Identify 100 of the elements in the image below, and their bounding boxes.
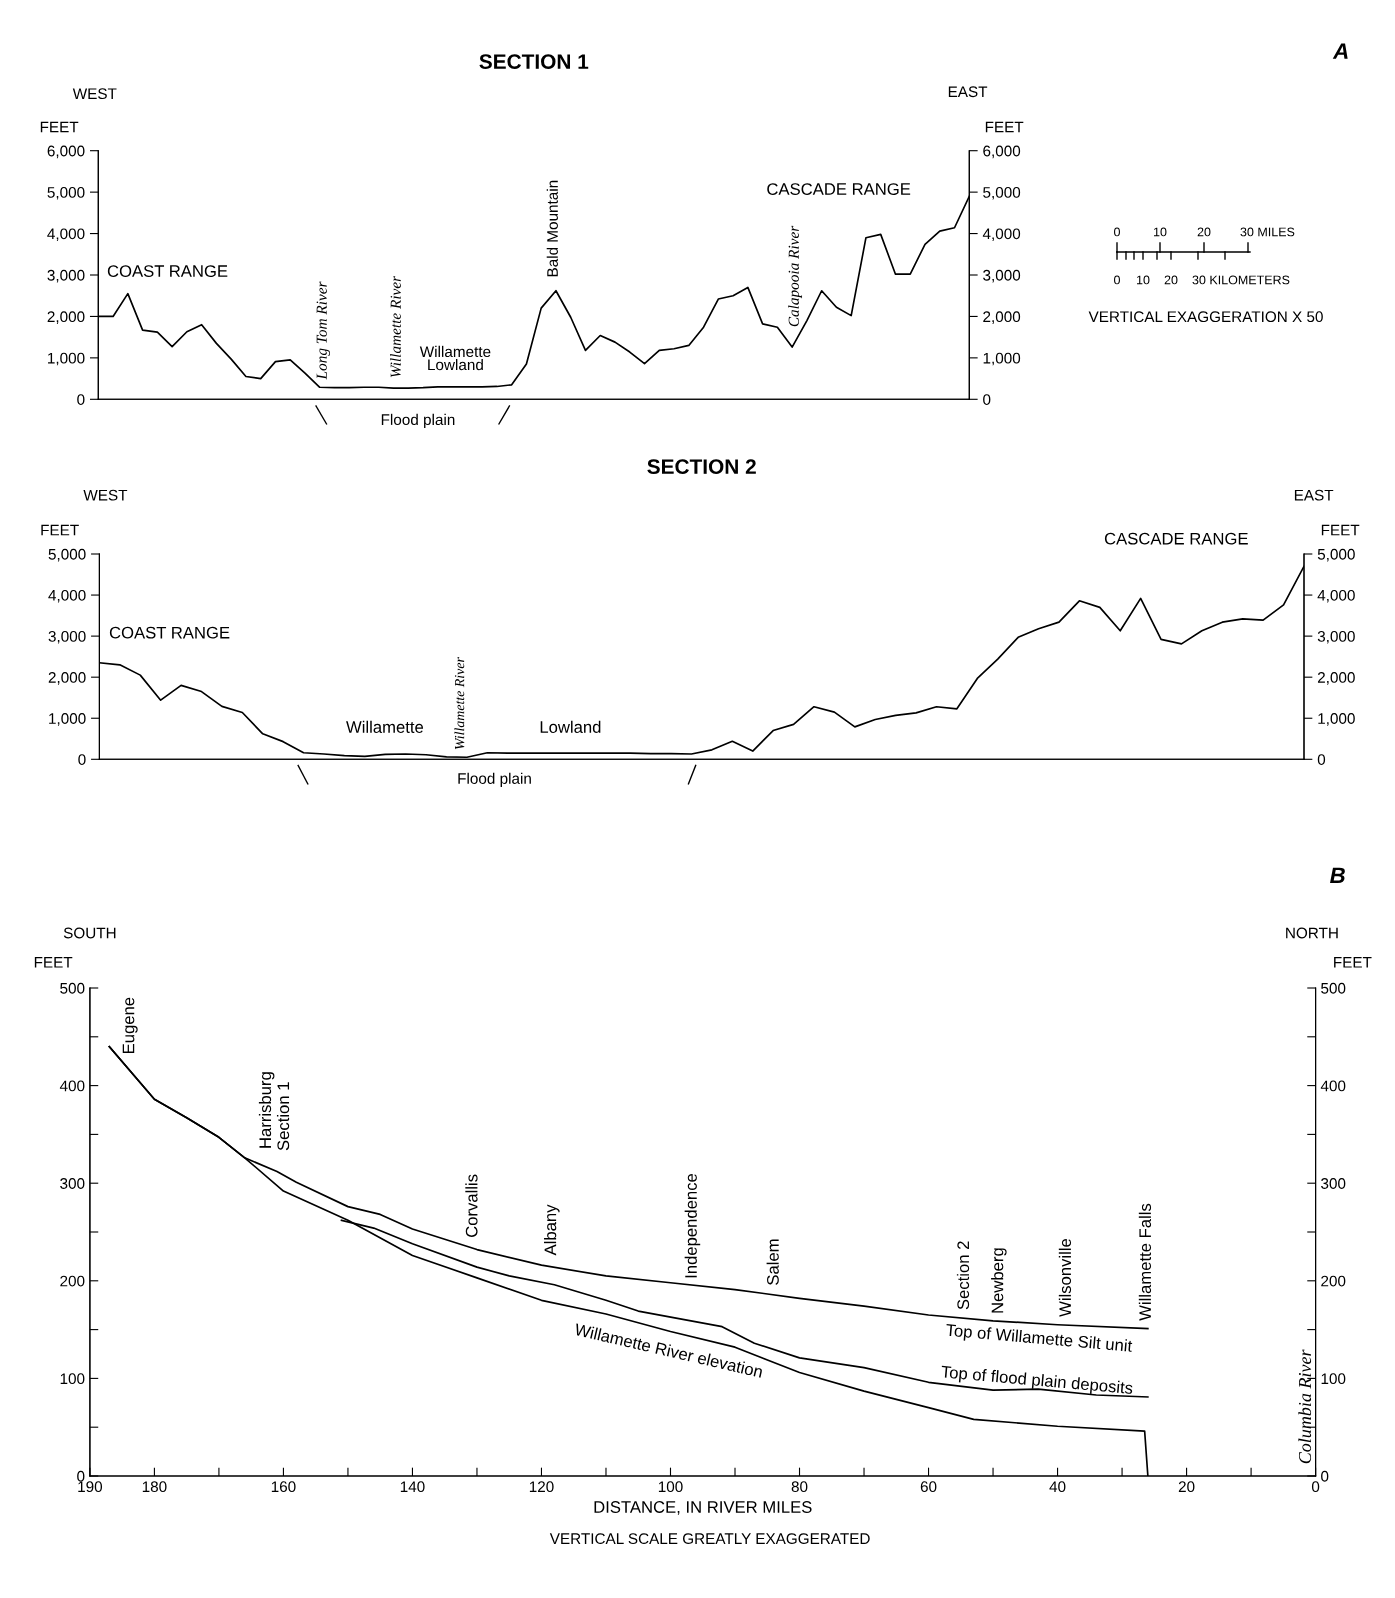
y-tick-label: 0 — [77, 394, 85, 405]
chart-title: SECTION 1 — [479, 54, 589, 69]
y2-tick-label: 0 — [1317, 754, 1326, 765]
text: 30 KILOMETERS — [1192, 275, 1290, 285]
x-tick-label: 100 — [658, 1481, 683, 1493]
x-axis-title: DISTANCE, IN RIVER MILES — [594, 1501, 812, 1515]
annotation: Lowland — [540, 720, 601, 733]
annotation: Long Tom River — [316, 281, 330, 380]
annotation: Section 2 — [956, 1241, 970, 1310]
y2-tick-label: 1,000 — [1318, 713, 1355, 726]
text: NORTH — [1286, 927, 1338, 939]
y2-axis-title: FEET — [1334, 957, 1372, 968]
x-tick-label: 0 — [1311, 1481, 1320, 1493]
annotation: CASCADE RANGE — [767, 183, 911, 195]
y2-tick-label: 100 — [1321, 1373, 1346, 1385]
annotation: Independence — [684, 1173, 701, 1278]
y-tick-label: 0 — [77, 1470, 85, 1482]
annotation: Columbia River — [1298, 1349, 1312, 1464]
text: 20 — [1164, 275, 1178, 285]
y2-axis-title: FEET — [985, 121, 1024, 133]
y-tick-label: 2,000 — [48, 672, 86, 685]
annotation: Willamette Lowland — [419, 345, 491, 371]
y2-tick-label: 4,000 — [982, 228, 1021, 242]
y2-tick-label: 6,000 — [983, 145, 1021, 159]
y-tick-label: 4,000 — [48, 589, 86, 603]
y-tick-label: 1,000 — [48, 352, 85, 366]
text: EAST — [948, 86, 988, 98]
annotation: COAST RANGE — [109, 626, 230, 639]
y-tick-label: 5,000 — [47, 187, 85, 200]
y-tick-label: 1,000 — [49, 713, 86, 726]
y2-tick-label: 0 — [1321, 1470, 1329, 1482]
text: Flood plain — [458, 772, 531, 787]
annotation: Willamette Falls — [1138, 1203, 1152, 1321]
y-tick-label: 2,000 — [47, 311, 85, 324]
annotation: Harrisburg — [258, 1072, 275, 1148]
text: 10 — [1137, 275, 1150, 285]
annotation: Bald Mountain — [546, 180, 558, 277]
y-tick-label: 300 — [60, 1178, 85, 1189]
text: VERTICAL SCALE GREATLY EXAGGERATED — [549, 1533, 870, 1545]
y2-tick-label: 3,000 — [1317, 630, 1355, 644]
x-tick-label: 80 — [791, 1481, 808, 1493]
text: A — [1332, 43, 1348, 59]
annotation: Newberg — [991, 1248, 1007, 1313]
annotation: Section 1 — [276, 1082, 290, 1151]
text: 10 — [1154, 227, 1167, 237]
x-tick-label: 140 — [400, 1481, 425, 1493]
chart-title: SECTION 2 — [647, 459, 756, 475]
annotation: Willamette River — [390, 275, 401, 378]
y2-tick-label: 400 — [1320, 1080, 1346, 1092]
annotation: Wilsonville — [1058, 1238, 1072, 1317]
y-tick-label: 4,000 — [47, 228, 85, 242]
y-tick-label: 400 — [59, 1080, 85, 1092]
annotation: Salem — [766, 1239, 779, 1285]
annotation: Albany — [544, 1204, 560, 1256]
text: 30 MILES — [1240, 227, 1295, 237]
x-tick-label: 180 — [142, 1481, 167, 1493]
y-tick-label: 6,000 — [47, 145, 85, 159]
annotation: Willamette — [346, 720, 424, 733]
text: SOUTH — [63, 927, 116, 939]
text: WEST — [83, 489, 128, 501]
annotation: Corvallis — [465, 1174, 478, 1238]
y2-tick-label: 5,000 — [983, 187, 1021, 200]
y2-tick-label: 5,000 — [1317, 548, 1355, 562]
x-tick-label: 40 — [1049, 1481, 1066, 1493]
y2-tick-label: 2,000 — [983, 311, 1021, 324]
series-label: Top of flood plain deposits — [940, 1365, 1133, 1398]
x-tick-label: 160 — [271, 1481, 296, 1493]
y-tick-label: 3,000 — [47, 269, 85, 283]
text: B — [1330, 867, 1345, 883]
annotation: Eugene — [122, 997, 138, 1053]
y-axis-title: FEET — [34, 957, 73, 968]
y-tick-label: 100 — [60, 1373, 85, 1385]
y-tick-label: 500 — [60, 982, 85, 994]
y2-tick-label: 2,000 — [1317, 672, 1355, 685]
y2-tick-label: 1,000 — [983, 352, 1021, 366]
y-axis-title: FEET — [41, 524, 79, 536]
y-tick-label: 0 — [78, 754, 86, 765]
y2-tick-label: 200 — [1321, 1275, 1346, 1287]
text: 0 — [1114, 275, 1120, 285]
y2-axis-title: FEET — [1321, 524, 1360, 536]
x-tick-label: 60 — [920, 1481, 937, 1493]
y2-tick-label: 500 — [1321, 982, 1346, 994]
y2-tick-label: 4,000 — [1317, 589, 1355, 603]
series-label: Top of Willamette Silt unit — [945, 1323, 1133, 1356]
annotation: COAST RANGE — [107, 265, 228, 277]
annotation: Calapooia River — [788, 225, 803, 327]
y-axis-title: FEET — [40, 121, 79, 133]
y-tick-label: 3,000 — [48, 630, 86, 644]
y-tick-label: 5,000 — [48, 548, 86, 562]
text: WEST — [72, 88, 117, 100]
text: 0 — [1114, 227, 1120, 237]
text: CASCADE RANGE — [1104, 532, 1248, 545]
text: EAST — [1294, 489, 1334, 501]
text: 20 — [1197, 227, 1211, 237]
text: Flood plain — [381, 413, 455, 429]
x-tick-label: 190 — [78, 1481, 103, 1493]
annotation: Willamette River — [454, 657, 465, 750]
x-tick-label: 20 — [1178, 1481, 1195, 1493]
x-tick-label: 120 — [529, 1481, 554, 1493]
y2-tick-label: 0 — [983, 394, 991, 405]
